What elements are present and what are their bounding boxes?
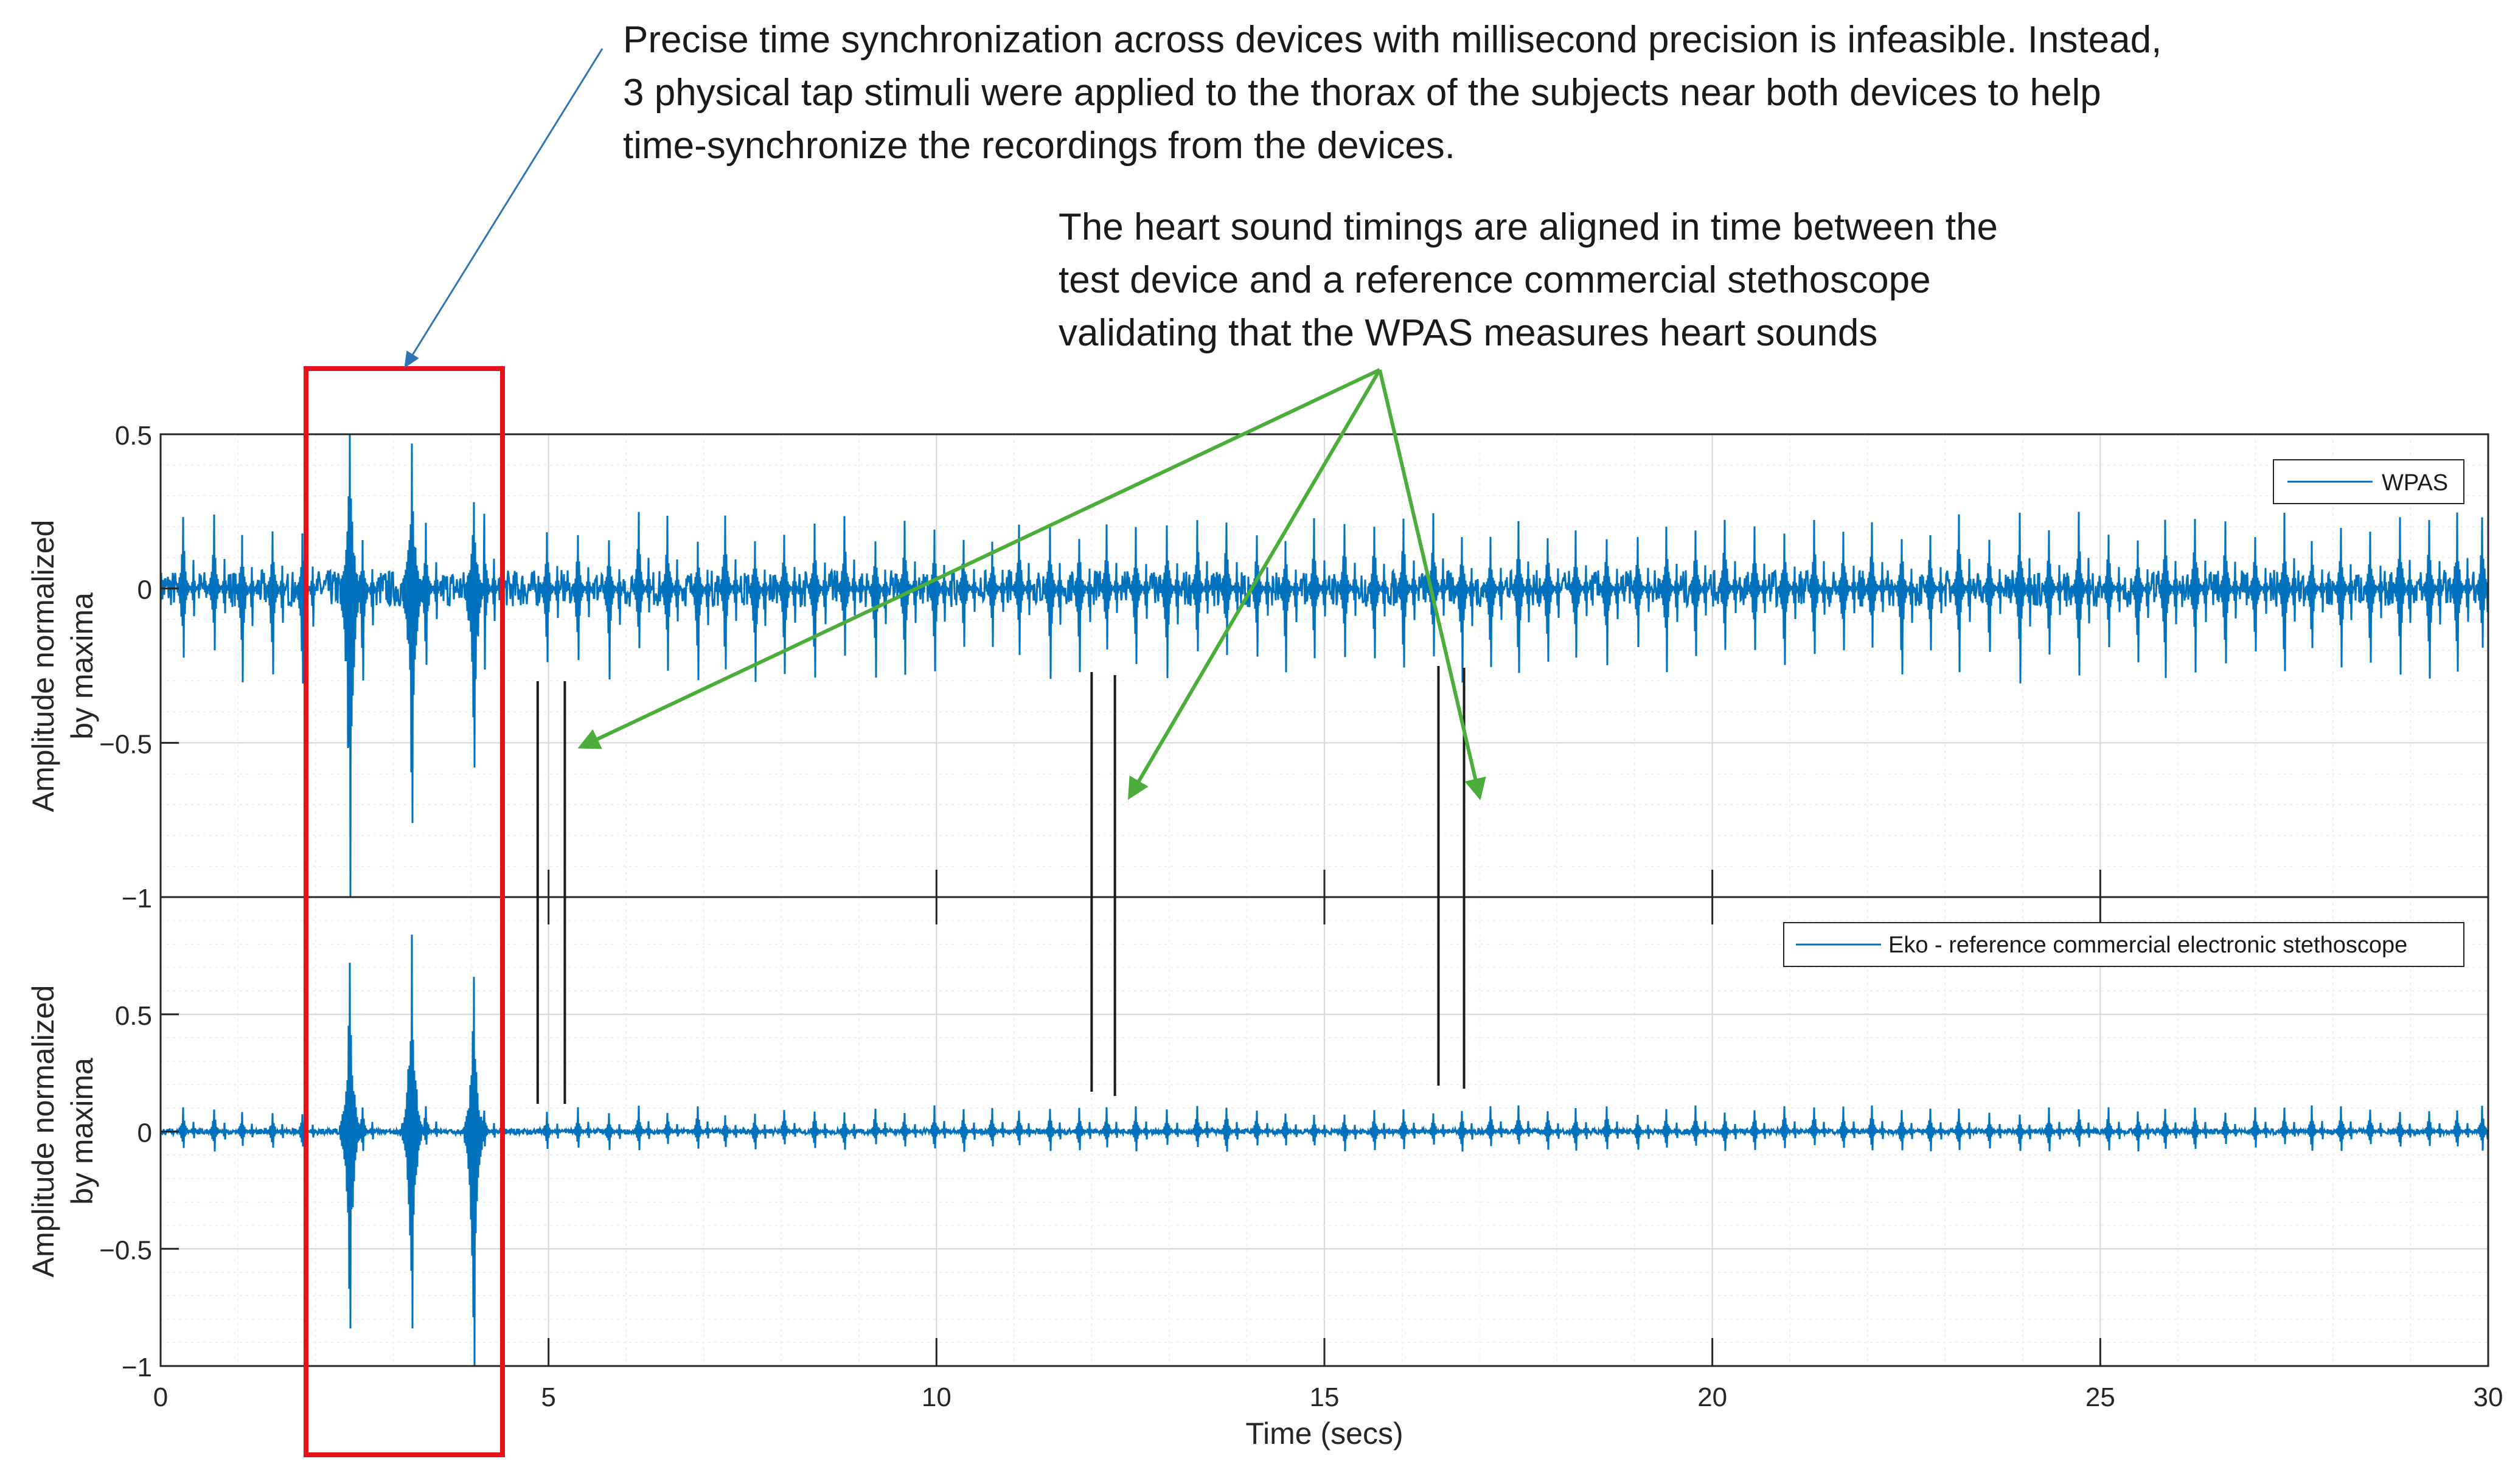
x-tick-label: 25 [2085, 1382, 2115, 1412]
sync-note-arrow [404, 48, 603, 369]
eko-y-tick-label: 0.5 [115, 1001, 152, 1031]
sync-note-line-2: 3 physical tap stimuli were applied to t… [623, 72, 2101, 114]
tap-stimuli-highlight-box [304, 366, 505, 1457]
heart-note-arrow [577, 368, 1381, 749]
x-tick-label: 30 [2474, 1382, 2503, 1412]
eko-y-axis-label-line1: Amplitude normalized [26, 985, 60, 1278]
wpas-y-tick-label: −0.5 [99, 729, 152, 759]
wpas-axes: 0.5 0 −0.5 −1 Amplitude normalized by maxim… [26, 421, 2489, 914]
eko-y-ticks: 0.5 0 −0.5 −1 [99, 1001, 179, 1382]
eko-legend: Eko - reference commercial electronic st… [1783, 922, 2464, 967]
eko-y-tick-label: −1 [122, 1353, 152, 1382]
x-tick-label: 20 [1697, 1382, 1727, 1412]
eko-y-tick-label: 0 [137, 1118, 152, 1148]
eko-legend-label: Eko - reference commercial electronic st… [1888, 932, 2407, 958]
wpas-y-tick-label: −1 [122, 884, 152, 914]
wpas-waveform-line [159, 434, 2489, 898]
x-tick-label: 10 [922, 1382, 951, 1412]
eko-legend-box [1783, 922, 2464, 967]
eko-waveform-line [159, 934, 2489, 1367]
x-axis-label: Time (secs) [1245, 1416, 1403, 1451]
x-tick-label: 15 [1310, 1382, 1340, 1412]
heart-note-arrows [577, 368, 1486, 800]
sync-note-line-3: time-synchronize the recordings from the… [623, 125, 1456, 167]
heart-note-line-3: validating that the WPAS measures heart … [1059, 312, 1878, 354]
eko-y-axis-label: Amplitude normalized by maxima [26, 985, 99, 1278]
eko-axes: 0.5 0 −0.5 −1 0 5 10 15 20 25 30 Time (secs) Ampl… [26, 870, 2503, 1451]
heart-note-arrow [1127, 369, 1382, 800]
heart-note-arrow [1378, 369, 1486, 800]
wpas-y-tick-label: 0 [137, 575, 152, 605]
wpas-grid [160, 434, 2489, 898]
sync-note-line-1: Precise time synchronization across devi… [623, 19, 2162, 61]
wpas-y-axis-label-line2: by maxima [65, 592, 99, 740]
heart-note-line-1: The heart sound timings are aligned in t… [1059, 206, 1998, 248]
wpas-legend: WPAS [2273, 459, 2464, 504]
heart-note-line-2: test device and a reference commercial s… [1059, 259, 1931, 301]
wpas-y-axis-label-line1: Amplitude normalized [26, 520, 60, 813]
wpas-y-axis-label: Amplitude normalized by maxima [26, 520, 99, 813]
sync-note: Precise time synchronization across devi… [623, 13, 2162, 172]
heart-note: The heart sound timings are aligned in t… [1059, 201, 1998, 359]
x-tick-label: 5 [541, 1382, 555, 1412]
wpas-legend-label: WPAS [2382, 470, 2448, 496]
eko-y-axis-label-line2: by maxima [65, 1058, 99, 1205]
wpas-y-ticks: 0.5 0 −0.5 −1 [99, 421, 179, 914]
eko-x-ticks: 0 5 10 15 20 25 30 [153, 870, 2503, 1412]
x-tick-label: 0 [153, 1382, 168, 1412]
wpas-y-tick-label: 0.5 [115, 421, 152, 451]
eko-y-tick-label: −0.5 [99, 1235, 152, 1265]
